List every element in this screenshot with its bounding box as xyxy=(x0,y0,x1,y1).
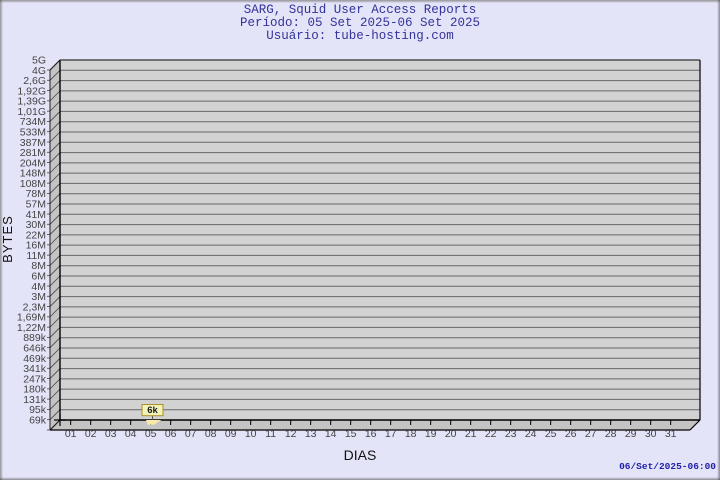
svg-text:25: 25 xyxy=(545,428,557,440)
svg-text:01: 01 xyxy=(65,428,77,440)
svg-text:26: 26 xyxy=(565,428,577,440)
svg-text:20: 20 xyxy=(445,428,457,440)
svg-text:05: 05 xyxy=(145,428,157,440)
svg-text:17: 17 xyxy=(385,428,397,440)
svg-text:11: 11 xyxy=(265,428,276,440)
svg-text:21: 21 xyxy=(465,428,477,440)
svg-text:30: 30 xyxy=(645,428,657,440)
svg-text:14: 14 xyxy=(325,428,337,440)
svg-text:04: 04 xyxy=(125,428,137,440)
svg-text:31: 31 xyxy=(665,428,677,440)
svg-text:24: 24 xyxy=(525,428,537,440)
svg-text:13: 13 xyxy=(305,428,317,440)
svg-text:08: 08 xyxy=(205,428,217,440)
svg-text:02: 02 xyxy=(85,428,97,440)
svg-text:19: 19 xyxy=(425,428,437,440)
svg-text:10: 10 xyxy=(245,428,257,440)
svg-text:27: 27 xyxy=(585,428,597,440)
svg-text:69k: 69k xyxy=(29,415,47,427)
svg-text:22: 22 xyxy=(485,428,497,440)
svg-text:07: 07 xyxy=(185,428,197,440)
svg-text:03: 03 xyxy=(105,428,117,440)
svg-text:28: 28 xyxy=(605,428,617,440)
svg-text:6k: 6k xyxy=(147,405,158,416)
svg-text:12: 12 xyxy=(285,428,297,440)
svg-text:18: 18 xyxy=(405,428,417,440)
svg-text:06: 06 xyxy=(165,428,177,440)
svg-text:29: 29 xyxy=(625,428,637,440)
svg-text:09: 09 xyxy=(225,428,237,440)
svg-text:16: 16 xyxy=(365,428,377,440)
svg-text:23: 23 xyxy=(505,428,517,440)
svg-text:15: 15 xyxy=(345,428,357,440)
